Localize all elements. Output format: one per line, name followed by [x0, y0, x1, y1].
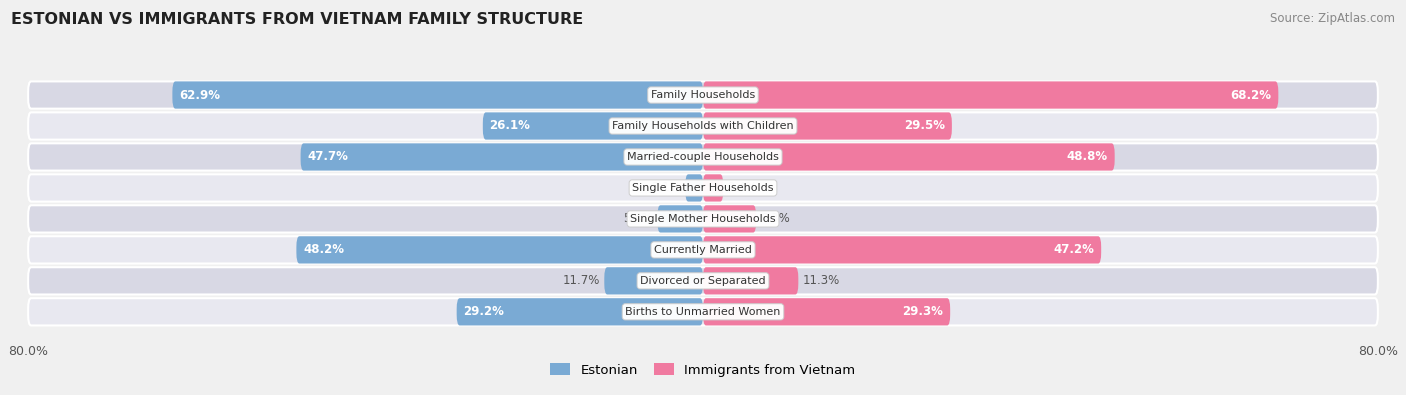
Text: 68.2%: 68.2% — [1230, 88, 1271, 102]
Text: 6.3%: 6.3% — [761, 213, 790, 226]
Text: 26.1%: 26.1% — [489, 120, 530, 132]
FancyBboxPatch shape — [28, 174, 1378, 201]
FancyBboxPatch shape — [28, 112, 1378, 139]
FancyBboxPatch shape — [301, 143, 703, 171]
Text: 48.2%: 48.2% — [304, 243, 344, 256]
Text: 47.7%: 47.7% — [308, 150, 349, 164]
Text: 47.2%: 47.2% — [1053, 243, 1094, 256]
FancyBboxPatch shape — [703, 174, 723, 201]
Text: 29.3%: 29.3% — [903, 305, 943, 318]
FancyBboxPatch shape — [685, 174, 703, 201]
FancyBboxPatch shape — [703, 267, 799, 295]
Text: Births to Unmarried Women: Births to Unmarried Women — [626, 307, 780, 317]
Text: 2.4%: 2.4% — [727, 181, 758, 194]
FancyBboxPatch shape — [173, 81, 703, 109]
Legend: Estonian, Immigrants from Vietnam: Estonian, Immigrants from Vietnam — [546, 358, 860, 382]
FancyBboxPatch shape — [703, 143, 1115, 171]
FancyBboxPatch shape — [457, 298, 703, 325]
FancyBboxPatch shape — [703, 298, 950, 325]
FancyBboxPatch shape — [658, 205, 703, 233]
Text: Source: ZipAtlas.com: Source: ZipAtlas.com — [1270, 12, 1395, 25]
Text: 11.7%: 11.7% — [562, 275, 600, 287]
Text: 5.4%: 5.4% — [623, 213, 654, 226]
FancyBboxPatch shape — [28, 236, 1378, 263]
FancyBboxPatch shape — [482, 112, 703, 139]
FancyBboxPatch shape — [28, 81, 1378, 109]
Text: 2.1%: 2.1% — [651, 181, 681, 194]
FancyBboxPatch shape — [28, 298, 1378, 325]
Text: 29.5%: 29.5% — [904, 120, 945, 132]
FancyBboxPatch shape — [703, 81, 1278, 109]
Text: Married-couple Households: Married-couple Households — [627, 152, 779, 162]
FancyBboxPatch shape — [703, 205, 756, 233]
Text: Single Mother Households: Single Mother Households — [630, 214, 776, 224]
Text: 62.9%: 62.9% — [179, 88, 221, 102]
Text: Divorced or Separated: Divorced or Separated — [640, 276, 766, 286]
Text: Single Father Households: Single Father Households — [633, 183, 773, 193]
Text: Family Households: Family Households — [651, 90, 755, 100]
FancyBboxPatch shape — [297, 236, 703, 263]
FancyBboxPatch shape — [605, 267, 703, 295]
FancyBboxPatch shape — [28, 143, 1378, 171]
FancyBboxPatch shape — [703, 112, 952, 139]
Text: Currently Married: Currently Married — [654, 245, 752, 255]
FancyBboxPatch shape — [703, 236, 1101, 263]
FancyBboxPatch shape — [28, 205, 1378, 233]
Text: Family Households with Children: Family Households with Children — [612, 121, 794, 131]
Text: ESTONIAN VS IMMIGRANTS FROM VIETNAM FAMILY STRUCTURE: ESTONIAN VS IMMIGRANTS FROM VIETNAM FAMI… — [11, 12, 583, 27]
Text: 29.2%: 29.2% — [464, 305, 505, 318]
FancyBboxPatch shape — [28, 267, 1378, 295]
Text: 48.8%: 48.8% — [1067, 150, 1108, 164]
Text: 11.3%: 11.3% — [803, 275, 839, 287]
